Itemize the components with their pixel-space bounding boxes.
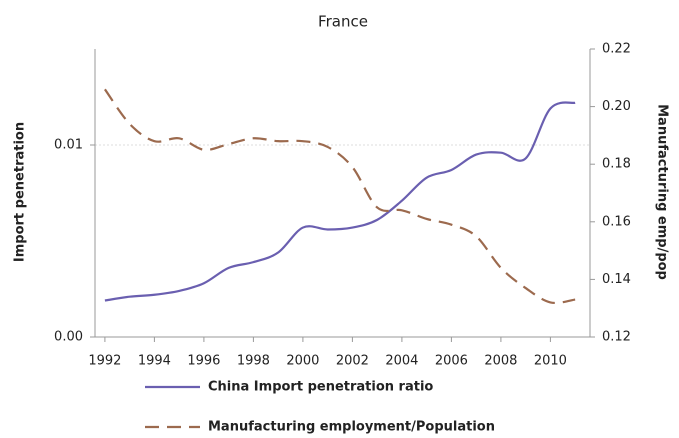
legend-label: Manufacturing employment/Population	[208, 420, 495, 435]
y2-tick-label: 0.22	[602, 42, 631, 57]
x-tick-label: 2010	[534, 354, 567, 369]
x-tick-label: 1996	[187, 354, 220, 369]
y-axis-title: Import penetration	[13, 122, 28, 262]
x-tick-label: 2004	[385, 354, 418, 369]
y2-tick-label: 0.20	[602, 99, 631, 114]
chart-title: France	[318, 13, 368, 31]
series-line	[104, 88, 576, 304]
x-tick-label: 1994	[138, 354, 171, 369]
y2-tick-label: 0.18	[602, 157, 631, 172]
y2-tick-label: 0.14	[602, 272, 631, 287]
y2-tick-label: 0.12	[602, 330, 631, 345]
x-tick-label: 1998	[237, 354, 270, 369]
series-line	[104, 101, 576, 302]
legend-label: China Import penetration ratio	[208, 380, 433, 395]
y2-tick-label: 0.16	[602, 214, 631, 229]
x-tick-label: 2000	[286, 354, 319, 369]
x-tick-label: 1992	[88, 354, 121, 369]
y-tick-label: 0.01	[54, 138, 83, 153]
y-tick-label: 0.00	[54, 330, 83, 345]
x-tick-label: 2006	[435, 354, 468, 369]
x-tick-label: 2002	[336, 354, 369, 369]
y2-axis-title: Manufacturing emp/pop	[655, 104, 670, 280]
x-tick-label: 2008	[484, 354, 517, 369]
